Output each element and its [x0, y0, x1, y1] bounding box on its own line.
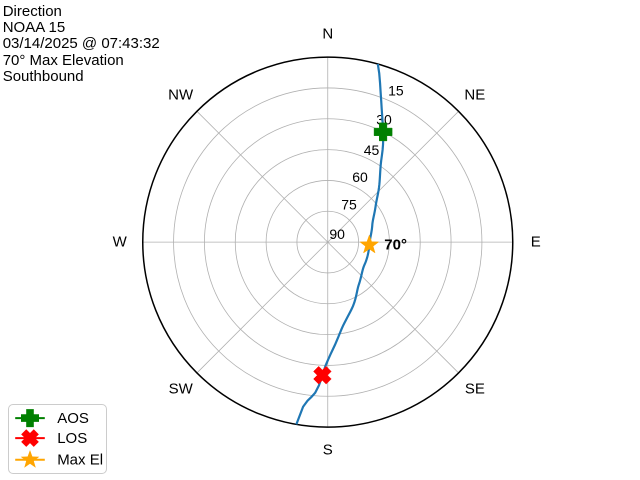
svg-text:NW: NW [168, 87, 194, 104]
svg-text:60: 60 [352, 169, 368, 185]
svg-text:W: W [113, 234, 128, 251]
svg-text:75: 75 [341, 196, 357, 212]
svg-text:AOS: AOS [57, 410, 89, 427]
svg-text:SE: SE [465, 381, 485, 398]
svg-text:NE: NE [464, 87, 485, 104]
svg-text:90: 90 [329, 226, 345, 242]
svg-text:70°: 70° [384, 237, 407, 254]
svg-text:Max El: Max El [57, 452, 103, 469]
svg-text:15: 15 [388, 83, 404, 99]
svg-text:LOS: LOS [57, 430, 87, 447]
svg-text:SW: SW [169, 381, 194, 398]
svg-text:N: N [322, 26, 333, 43]
svg-text:E: E [531, 234, 541, 251]
svg-text:S: S [323, 442, 333, 459]
svg-text:45: 45 [364, 142, 380, 158]
